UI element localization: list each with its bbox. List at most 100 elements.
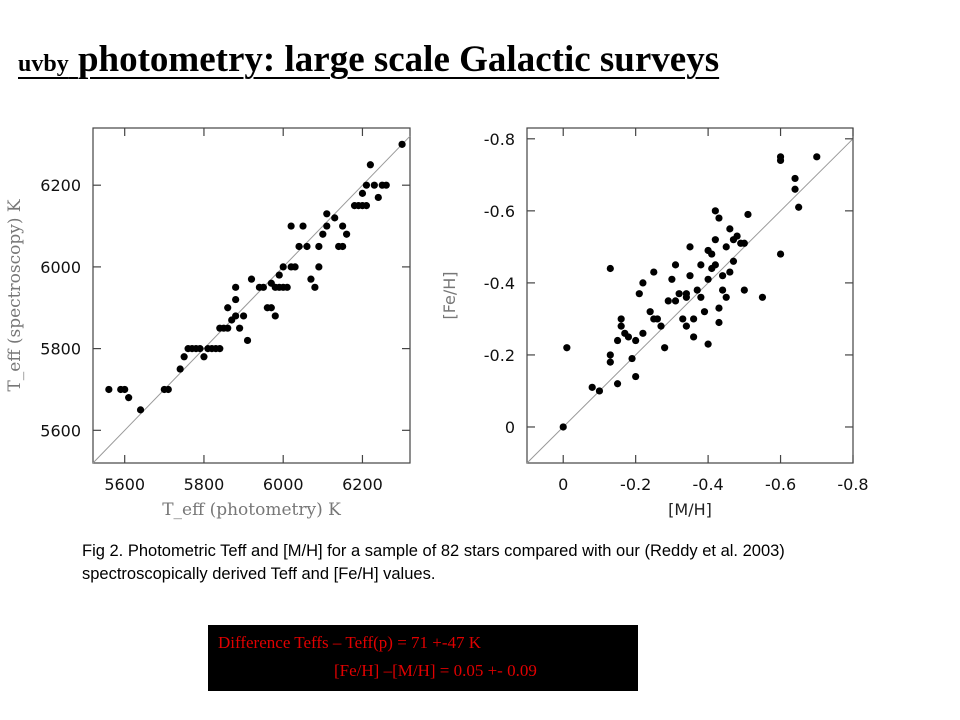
data-point — [682, 322, 690, 330]
data-point — [733, 232, 741, 240]
data-point — [776, 153, 785, 161]
plot-frame — [92, 127, 411, 464]
data-point — [682, 293, 690, 301]
data-point — [726, 225, 734, 233]
data-point — [595, 387, 604, 395]
x-tick-label: 5600 — [104, 475, 145, 494]
data-point — [697, 261, 705, 269]
data-point — [813, 153, 821, 161]
data-point — [686, 272, 694, 280]
data-point — [232, 312, 240, 320]
data-point — [216, 345, 224, 353]
data-point — [362, 202, 371, 210]
data-point — [617, 315, 625, 323]
data-point — [657, 322, 665, 330]
data-point — [121, 385, 129, 394]
data-point — [295, 242, 303, 251]
data-point — [232, 295, 240, 304]
data-point — [661, 344, 669, 352]
data-point — [722, 243, 730, 251]
data-point — [740, 239, 748, 247]
x-axis-label: T_eff (photometry) K — [162, 500, 341, 520]
data-point — [343, 230, 351, 238]
data-point — [307, 275, 315, 283]
data-point — [697, 293, 705, 301]
data-point — [287, 222, 295, 230]
data-point — [232, 283, 240, 291]
data-point — [279, 263, 287, 271]
data-point — [303, 242, 311, 251]
data-point — [239, 312, 248, 320]
data-point — [795, 203, 803, 211]
data-point — [606, 351, 614, 359]
data-point — [646, 308, 654, 316]
data-point — [331, 214, 339, 222]
data-point — [715, 318, 723, 327]
data-point — [180, 353, 188, 361]
data-point — [679, 315, 687, 323]
data-point — [650, 268, 658, 276]
data-point — [200, 353, 208, 361]
data-point — [639, 329, 647, 337]
one-to-one-line — [526, 138, 854, 464]
data-point — [700, 308, 709, 316]
data-point — [275, 271, 283, 279]
data-point — [690, 333, 698, 341]
data-point — [370, 181, 378, 189]
y-tick-label: 6000 — [40, 258, 81, 277]
data-point — [708, 250, 716, 258]
data-point — [267, 304, 275, 312]
data-point — [776, 250, 785, 258]
slide-title-main: photometry: large scale Galactic surveys — [77, 39, 720, 80]
data-point — [693, 286, 701, 294]
slide-title: uvby photometry: large scale Galactic su… — [18, 38, 719, 86]
one-to-one-line — [92, 135, 411, 464]
data-point — [690, 315, 698, 323]
y-tick-label: -0.6 — [484, 202, 515, 221]
data-point — [243, 336, 252, 345]
slide-title-small: uvby — [18, 51, 69, 77]
data-point — [224, 304, 232, 312]
data-point — [726, 268, 734, 276]
data-point — [740, 286, 748, 294]
data-point — [164, 385, 172, 394]
x-tick-label: -0.8 — [837, 475, 868, 494]
data-point — [606, 358, 614, 366]
data-point — [613, 336, 622, 345]
data-point — [323, 222, 331, 230]
data-point — [366, 161, 374, 169]
plot-frame — [526, 127, 854, 464]
data-point — [624, 333, 633, 341]
data-point — [136, 406, 145, 414]
summary-feh-difference: [Fe/H] –[M/H] = 0.05 +- 0.09 — [334, 661, 537, 680]
data-point — [559, 423, 567, 431]
data-point — [628, 354, 636, 363]
data-point — [711, 236, 719, 244]
data-point — [398, 140, 406, 148]
figure-caption: Fig 2. Photometric Teff and [M/H] for a … — [82, 542, 785, 583]
data-point — [711, 261, 719, 269]
data-point — [125, 394, 133, 402]
data-point — [758, 293, 767, 301]
x-tick-label: 6200 — [342, 475, 383, 494]
data-point — [729, 257, 738, 265]
data-point — [722, 293, 730, 301]
data-point — [671, 297, 680, 305]
data-point — [635, 290, 643, 298]
y-tick-label: -0.8 — [484, 130, 515, 149]
data-point — [563, 344, 571, 352]
data-point — [105, 385, 113, 394]
data-point — [704, 340, 712, 348]
y-tick-label: 5600 — [40, 421, 81, 440]
data-point — [632, 336, 640, 345]
data-point — [236, 324, 244, 332]
y-tick-label: -0.2 — [484, 346, 515, 365]
data-point — [668, 275, 676, 283]
x-axis-label: [M/H] — [668, 500, 712, 519]
data-point — [715, 214, 723, 222]
summary-teff-difference: Difference Teffs – Teff(p) = 71 +-47 K — [218, 633, 482, 652]
data-point — [704, 275, 712, 283]
data-point — [711, 207, 719, 215]
data-point — [791, 174, 799, 183]
data-point — [664, 297, 672, 305]
